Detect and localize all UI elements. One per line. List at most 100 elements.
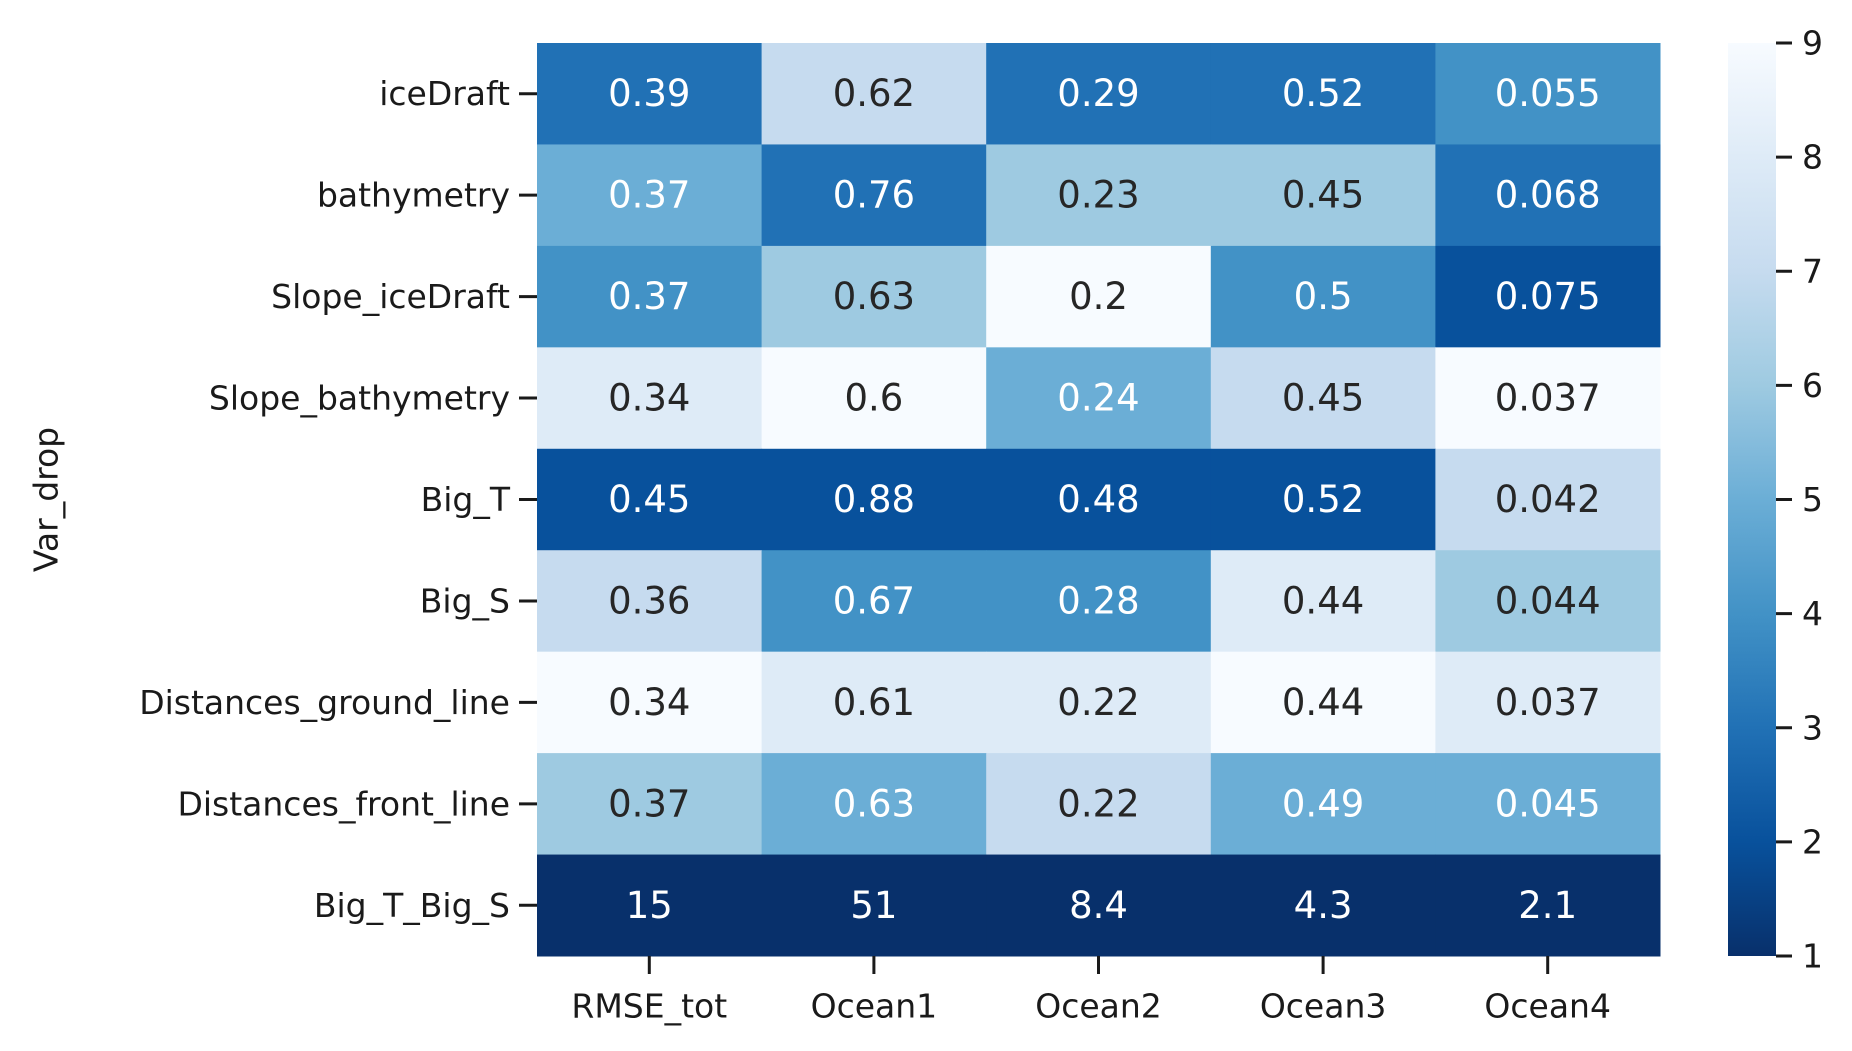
y-tick-label: Distances_ground_line [139,683,510,722]
heatmap-cell [1210,550,1436,653]
heatmap-cell [761,144,987,247]
heatmap-cell [986,448,1212,551]
cell-label: 0.37 [608,174,690,217]
cell-label: 0.24 [1057,377,1139,420]
colorbar [1728,43,1776,956]
x-tick-label: Ocean2 [1035,987,1162,1026]
cell-label: 0.44 [1282,681,1364,724]
colorbar-tick-label: 3 [1802,708,1823,747]
heatmap-cell [986,144,1212,247]
cell-label: 8.4 [1069,884,1128,927]
cell-label: 0.67 [833,579,915,622]
cell-label: 0.52 [1282,72,1364,115]
y-axis: iceDraft bathymetry Slope_iceDraft Slope_ba… [139,74,537,925]
cell-label: 0.88 [833,478,915,521]
heatmap-cell [986,347,1212,450]
heatmap-cell [1210,854,1436,957]
cell-label: 0.45 [608,478,690,521]
heatmap-cell [1435,347,1661,450]
cell-label: 0.52 [1282,478,1364,521]
heatmap-cell [761,245,987,348]
heatmap-cell [1435,245,1661,348]
y-tick-label: Slope_iceDraft [271,277,510,316]
cell-label: 0.37 [608,275,690,318]
colorbar-tick-label: 6 [1802,366,1823,405]
colorbar-tick-label: 1 [1802,937,1823,976]
cell-label: 0.22 [1057,681,1139,724]
cell-label: 0.042 [1495,478,1601,521]
heatmap-cell [1435,550,1661,653]
cell-label: 0.037 [1495,377,1601,420]
cell-label: 0.34 [608,681,690,724]
y-tick-label: Distances_front_line [177,784,510,823]
heatmap-cell [761,753,987,856]
cell-label: 0.63 [833,782,915,825]
heatmap-cell [986,651,1212,754]
cell-label: 51 [850,884,897,927]
heatmap-cell [537,854,763,957]
y-tick-label: Big_T_Big_S [314,886,510,925]
y-tick-label: iceDraft [379,74,510,113]
colorbar-tick-label: 9 [1802,24,1823,63]
heatmap-cell [537,144,763,247]
x-tick-label: Ocean1 [811,987,938,1026]
heatmap-cell [986,753,1212,856]
cell-label: 0.62 [833,72,915,115]
heatmap-cell [986,43,1212,145]
heatmap-cell [537,347,763,450]
cell-label: 0.61 [833,681,915,724]
heatmap-cell [761,448,987,551]
y-tick-label: bathymetry [317,176,510,215]
cell-label: 0.2 [1069,275,1128,318]
x-tick-label: RMSE_tot [571,987,727,1026]
heatmap-cell [761,651,987,754]
x-tick-label: Ocean4 [1484,987,1611,1026]
heatmap-cell [537,550,763,653]
colorbar-tick-label: 8 [1802,138,1823,177]
cell-label: 0.34 [608,377,690,420]
heatmap-cell [986,854,1212,957]
heatmap-cell [1210,347,1436,450]
cell-label: 0.23 [1057,174,1139,217]
heatmap-cells [537,43,1661,957]
colorbar-tick-label: 5 [1802,480,1823,519]
cell-label: 0.36 [608,579,690,622]
cell-label: 0.49 [1282,782,1364,825]
cell-label: 2.1 [1518,884,1577,927]
y-tick-label: Big_T [421,480,511,519]
cell-label: 0.39 [608,72,690,115]
cell-label: 0.055 [1495,72,1601,115]
heatmap-cell [1210,753,1436,856]
heatmap-cell [1435,144,1661,247]
y-tick-label: Big_S [420,581,510,620]
heatmap-cell [1210,144,1436,247]
cell-label: 0.037 [1495,681,1601,724]
heatmap-cell [1210,448,1436,551]
heatmap-cell [537,43,763,145]
x-axis: RMSE_tot Ocean1 Ocean2 Ocean3 Ocean4 [571,956,1611,1026]
heatmap-cell [1435,43,1661,145]
cell-label: 0.48 [1057,478,1139,521]
cell-label: 4.3 [1294,884,1353,927]
heatmap-cell [1435,651,1661,754]
heatmap-cell [986,245,1212,348]
cell-label: 0.045 [1495,782,1601,825]
cell-label: 0.29 [1057,72,1139,115]
heatmap-cell [1210,43,1436,145]
cell-label: 0.22 [1057,782,1139,825]
colorbar-ticks: 1 2 3 4 5 6 7 8 9 [1776,24,1823,976]
heatmap-cell [1435,448,1661,551]
cell-label: 0.6 [844,377,903,420]
cell-label: 15 [626,884,673,927]
cell-label: 0.63 [833,275,915,318]
cell-label: 0.45 [1282,174,1364,217]
heatmap-cell [761,347,987,450]
y-tick-label: Slope_bathymetry [209,379,510,418]
cell-label: 0.44 [1282,579,1364,622]
cell-label: 0.37 [608,782,690,825]
heatmap-cell [1435,854,1661,957]
heatmap-cell [537,651,763,754]
heatmap-cell [761,550,987,653]
heatmap-cell [1435,753,1661,856]
